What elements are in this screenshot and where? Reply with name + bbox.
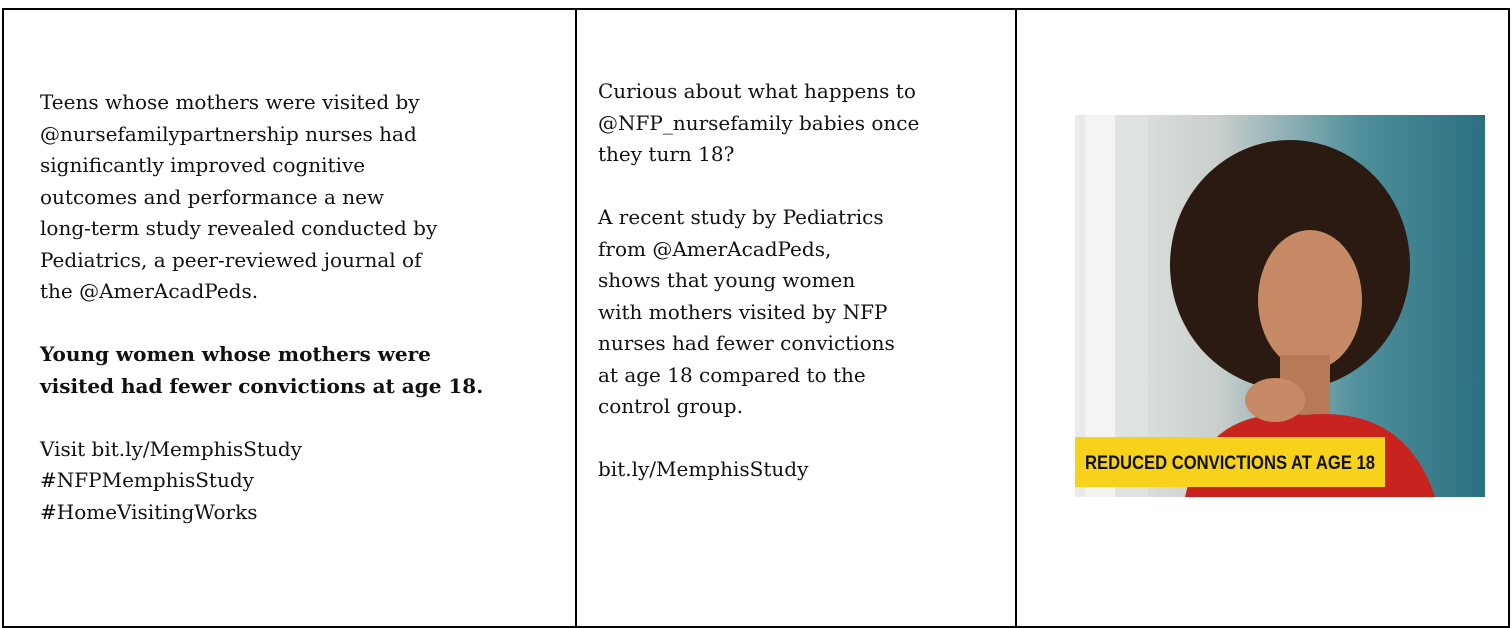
text-line: outcomes and performance a new <box>40 182 483 214</box>
text-line: @nursefamilypartnership nurses had <box>40 119 483 151</box>
text-line: visited had fewer convictions at age 18. <box>40 371 483 403</box>
text-line: @NFP_nursefamily babies once <box>598 108 919 140</box>
text-line: Visit bit.ly/MemphisStudy <box>40 434 483 466</box>
text-line: #NFPMemphisStudy <box>40 465 483 497</box>
text-line: Teens whose mothers were visited by <box>40 87 483 119</box>
text-line: significantly improved cognitive <box>40 150 483 182</box>
text-line: they turn 18? <box>598 139 919 171</box>
text-line: shows that young women <box>598 265 919 297</box>
paragraph: Visit bit.ly/MemphisStudy#NFPMemphisStud… <box>40 434 483 529</box>
post-text: Curious about what happens to@NFP_nursef… <box>598 76 919 517</box>
text-line: from @AmerAcadPeds, <box>598 234 919 266</box>
text-line: long-term study revealed conducted by <box>40 213 483 245</box>
post-text: Teens whose mothers were visited by@nurs… <box>40 87 483 560</box>
text-line: Young women whose mothers were <box>40 339 483 371</box>
text-line: A recent study by Pediatrics <box>598 202 919 234</box>
text-line: Curious about what happens to <box>598 76 919 108</box>
paragraph: Teens whose mothers were visited by@nurs… <box>40 87 483 308</box>
paragraph: bit.ly/MemphisStudy <box>598 454 919 486</box>
page: Teens whose mothers were visited by@nurs… <box>0 0 1512 600</box>
text-line: nurses had fewer convictions <box>598 328 919 360</box>
image-caption: REDUCED CONVICTIONS AT AGE 18 <box>1085 453 1375 474</box>
paragraph: Curious about what happens to@NFP_nursef… <box>598 76 919 171</box>
text-line: control group. <box>598 391 919 423</box>
text-line: bit.ly/MemphisStudy <box>598 454 919 486</box>
post-image: REDUCED CONVICTIONS AT AGE 18 <box>1075 115 1485 497</box>
text-line: Pediatrics, a peer-reviewed journal of <box>40 245 483 277</box>
text-line: with mothers visited by NFP <box>598 297 919 329</box>
text-line: the @AmerAcadPeds. <box>40 276 483 308</box>
text-line: #HomeVisitingWorks <box>40 497 483 529</box>
text-line: at age 18 compared to the <box>598 360 919 392</box>
